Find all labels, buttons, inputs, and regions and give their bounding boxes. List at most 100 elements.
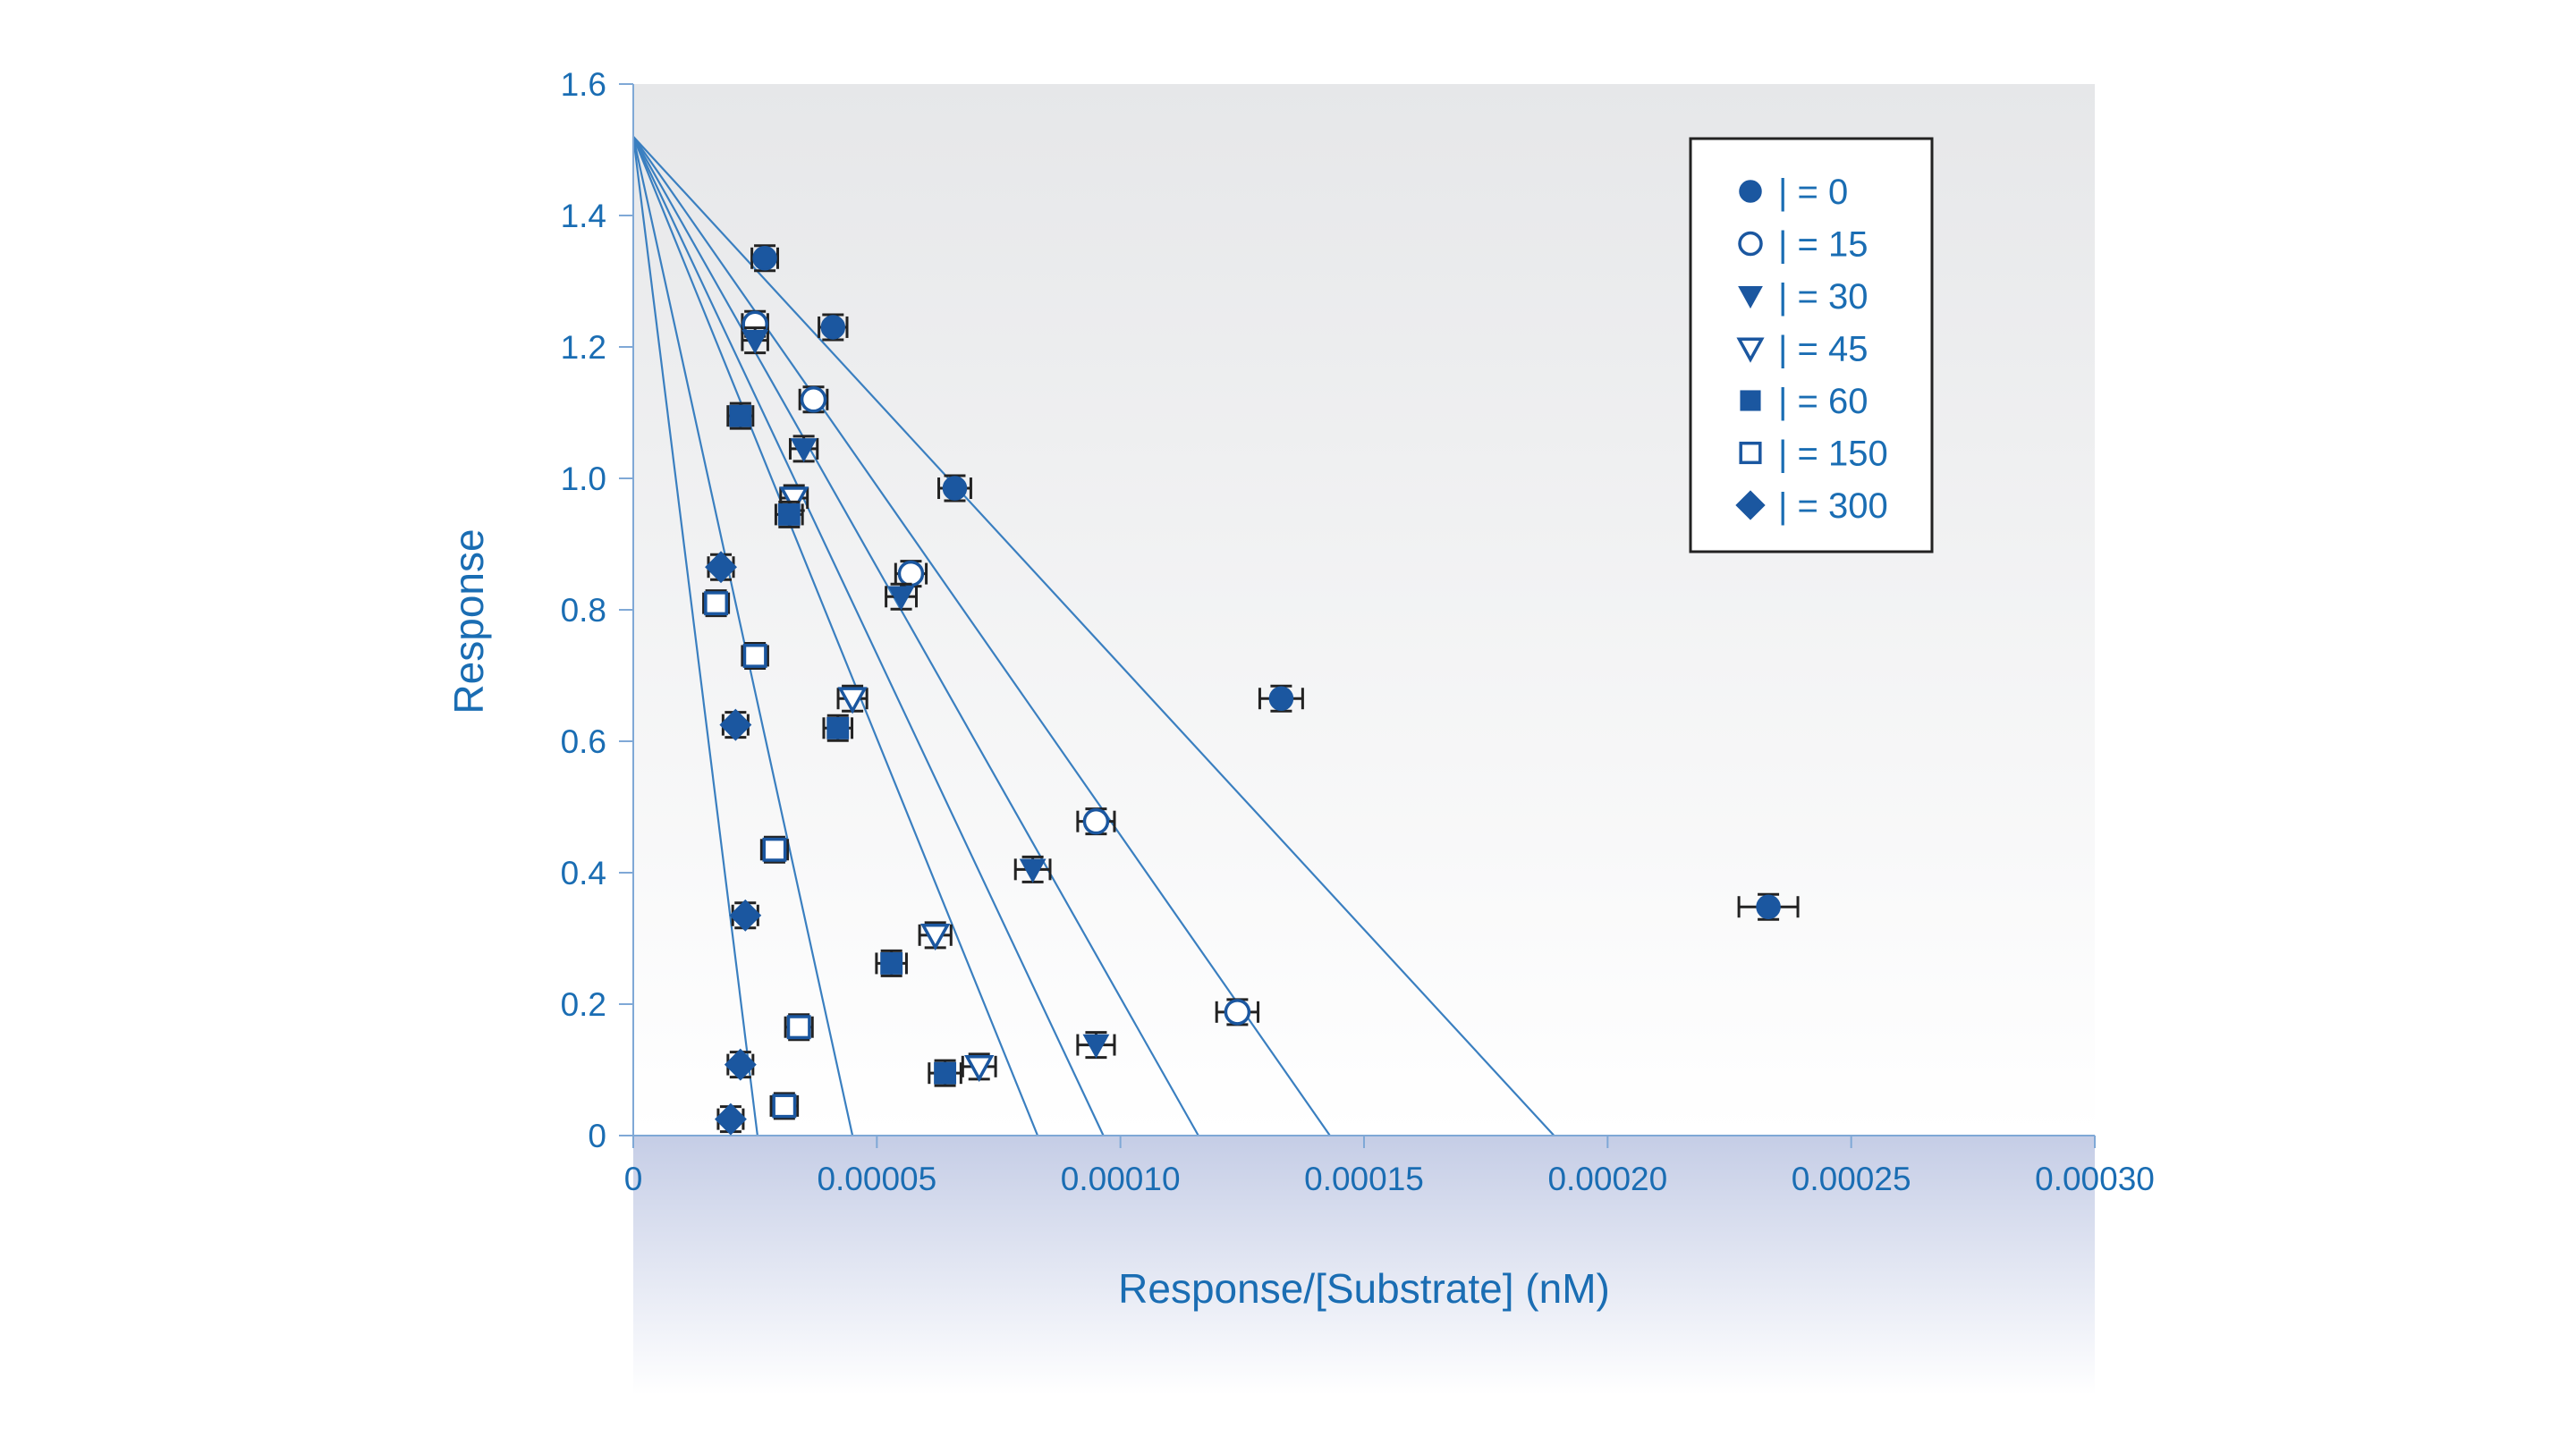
y-tick-label: 1.6 (561, 66, 606, 103)
legend-item: | = 300 (1735, 486, 1888, 526)
y-tick-label: 0.6 (561, 723, 606, 760)
point-marker (1019, 858, 1046, 883)
legend-item: | = 30 (1738, 277, 1868, 317)
data-point (1076, 807, 1116, 836)
data-point (836, 684, 869, 714)
fit-line (632, 136, 1105, 1136)
legend-box (1689, 137, 1934, 553)
legend-item: | = 150 (1739, 435, 1888, 474)
data-point (937, 474, 972, 503)
point-marker (1224, 999, 1251, 1026)
data-point (822, 714, 854, 742)
data-points (702, 244, 1800, 1136)
data-point (702, 589, 731, 618)
y-tick-label: 1.2 (561, 329, 606, 366)
data-point (769, 1092, 800, 1120)
legend-label: | = 300 (1778, 486, 1888, 526)
point-marker (729, 404, 752, 427)
legend-marker (1740, 390, 1761, 411)
point-marker (1082, 1034, 1110, 1059)
data-point (714, 1102, 747, 1136)
point-marker (942, 476, 968, 501)
legend: | = 0 | = 15 | = 30 | = 45 | = 60 | = 150 | = … (1689, 137, 1934, 553)
point-marker (772, 1094, 797, 1119)
point-marker (729, 899, 762, 932)
x-tick-label: 0 (624, 1161, 643, 1197)
data-point (774, 500, 804, 528)
data-point (961, 1052, 997, 1083)
fit-line (631, 136, 758, 1136)
fit-line (631, 136, 1039, 1136)
legend-label: | = 30 (1778, 277, 1868, 317)
point-marker (1082, 807, 1110, 835)
data-point (1258, 684, 1304, 713)
data-point (724, 1048, 757, 1081)
point-marker (934, 1061, 957, 1085)
y-tick-label: 0.8 (561, 592, 606, 629)
y-tick-label: 0.4 (561, 855, 606, 891)
point-marker (741, 329, 769, 354)
legend-label: | = 0 (1778, 173, 1848, 212)
legend-marker (1739, 180, 1762, 203)
legend-label: | = 150 (1778, 435, 1888, 474)
point-marker (779, 486, 809, 514)
data-point (1076, 1031, 1116, 1060)
fit-lines (631, 136, 1555, 1136)
point-marker (705, 551, 738, 584)
y-tick-label: 0.2 (561, 986, 606, 1023)
data-point (784, 1013, 814, 1042)
data-point (719, 708, 752, 741)
point-marker (704, 591, 729, 616)
y-axis-title: Response (445, 528, 492, 714)
data-point (726, 401, 755, 430)
data-point (1215, 998, 1260, 1026)
y-tick-label: 1.4 (561, 198, 606, 234)
data-point (875, 949, 908, 977)
legend-label: | = 15 (1778, 225, 1868, 265)
data-point (741, 641, 769, 670)
legend-item: | = 60 (1740, 382, 1868, 421)
point-marker (837, 687, 868, 714)
data-point (729, 899, 762, 932)
point-marker (800, 386, 827, 413)
legend-marker (1736, 337, 1765, 363)
point-marker (820, 315, 846, 340)
data-point (705, 551, 738, 584)
point-marker (920, 924, 951, 951)
point-marker (752, 246, 777, 271)
legend-label: | = 45 (1778, 330, 1868, 369)
fit-line (632, 136, 1555, 1136)
y-tick-label: 0 (588, 1118, 606, 1154)
point-marker (887, 586, 915, 611)
point-marker (786, 1015, 811, 1040)
legend-marker (1739, 441, 1762, 465)
point-marker (790, 438, 818, 463)
point-marker (1756, 894, 1781, 919)
x-tick-label: 0.00005 (817, 1161, 936, 1197)
point-marker (1268, 686, 1294, 711)
x-tick-label: 0.00010 (1061, 1161, 1181, 1197)
data-point (1737, 892, 1800, 921)
fit-line (632, 136, 1331, 1136)
legend-label: | = 60 (1778, 382, 1868, 421)
x-axis-band (633, 1136, 2095, 1395)
data-point (818, 313, 849, 342)
data-point (885, 582, 919, 611)
point-marker (777, 503, 801, 526)
data-point (798, 385, 829, 414)
legend-item: | = 15 (1738, 225, 1868, 265)
y-tick-label: 1.0 (561, 460, 606, 497)
point-marker (719, 708, 752, 741)
x-tick-label: 0.00030 (2035, 1161, 2155, 1197)
point-marker (964, 1055, 995, 1083)
point-marker (742, 644, 767, 668)
legend-item: | = 0 (1739, 173, 1848, 212)
axes: 0 0.2 0.4 0.6 0.8 1.0 1.2 1.4 1.6 0 0.00005 0.00010… (561, 66, 2155, 1197)
data-point (788, 435, 819, 463)
data-point (741, 326, 769, 355)
data-point (928, 1059, 962, 1087)
point-marker (897, 560, 925, 587)
x-tick-label: 0.00015 (1304, 1161, 1424, 1197)
